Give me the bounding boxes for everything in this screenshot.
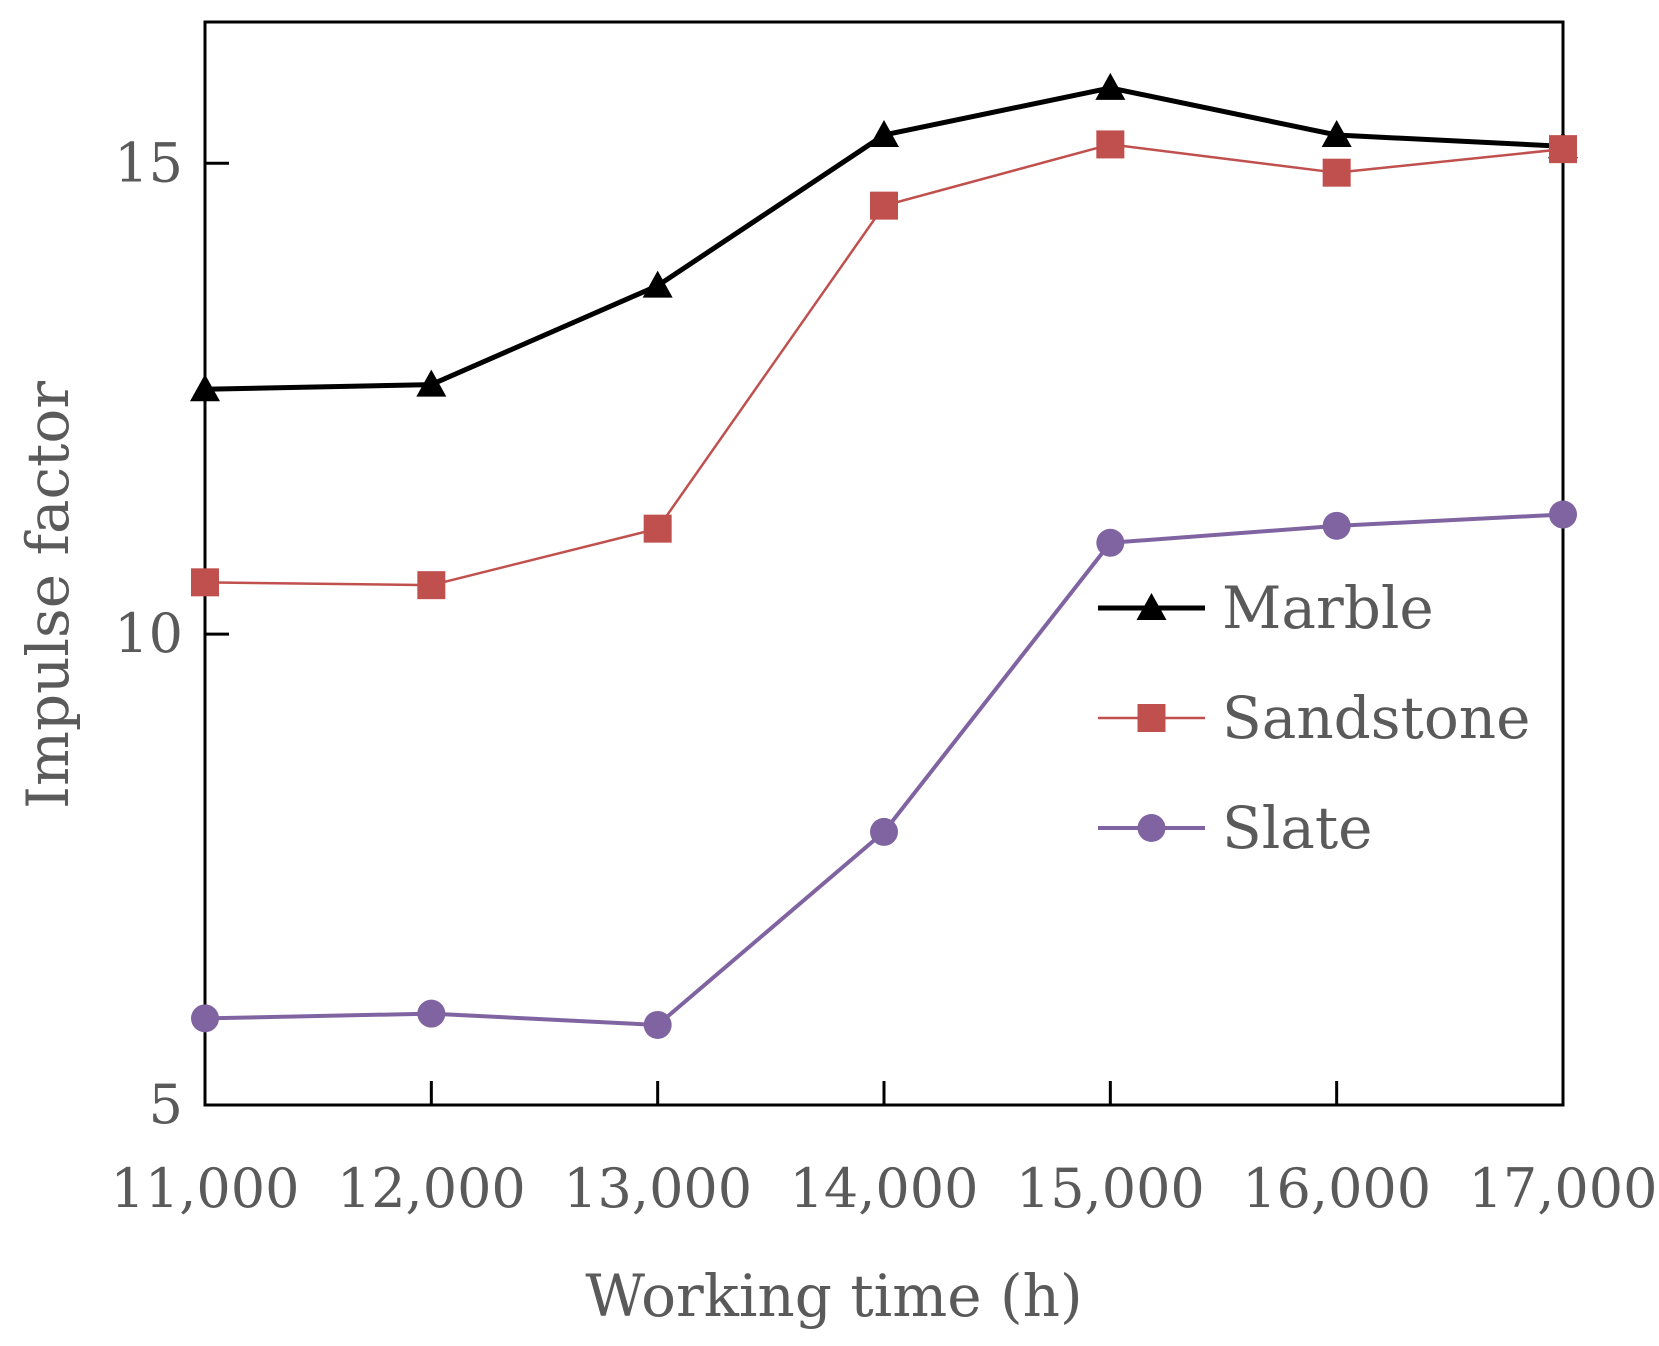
data-point-marble <box>1095 72 1126 100</box>
x-tick-label: 13,000 <box>563 1157 752 1220</box>
data-point-sandstone <box>191 568 219 597</box>
data-point-slate <box>1096 528 1125 557</box>
data-point-slate <box>870 817 898 846</box>
data-point-sandstone <box>1322 158 1351 187</box>
data-point-sandstone <box>870 191 898 220</box>
data-point-sandstone <box>417 571 446 600</box>
legend-label-sandstone: Sandstone <box>1222 684 1530 752</box>
data-point-sandstone <box>643 514 672 543</box>
data-point-sandstone <box>1549 135 1577 164</box>
x-tick-label: 16,000 <box>1242 1157 1431 1220</box>
x-tick-label: 12,000 <box>337 1157 526 1220</box>
legend-marker-sandstone <box>1137 704 1166 732</box>
data-point-marble <box>416 369 447 397</box>
y-tick-label: 10 <box>114 602 183 665</box>
data-point-marble <box>190 374 220 402</box>
y-tick-label: 5 <box>149 1073 183 1136</box>
legend-label-slate: Slate <box>1222 794 1373 862</box>
x-axis-title: Working time (h) <box>585 1262 1082 1330</box>
data-point-marble <box>1321 120 1352 148</box>
plot-frame <box>203 20 1565 1107</box>
legend-marker-slate <box>1137 814 1166 842</box>
y-axis-title: Impulse factor <box>14 381 82 809</box>
data-point-slate <box>1322 511 1351 540</box>
data-point-marble <box>642 270 673 298</box>
x-tick-label: 11,000 <box>111 1157 300 1220</box>
legend-label-marble: Marble <box>1222 574 1434 642</box>
x-tick-label: 17,000 <box>1469 1157 1658 1220</box>
data-point-slate <box>417 999 446 1028</box>
data-point-slate <box>1549 500 1577 529</box>
y-tick-label: 15 <box>114 131 183 194</box>
data-point-slate <box>643 1010 672 1039</box>
x-tick-label: 14,000 <box>790 1157 979 1220</box>
x-tick-label: 15,000 <box>1016 1157 1205 1220</box>
data-point-sandstone <box>1096 130 1125 159</box>
data-point-marble <box>869 120 899 148</box>
legend-marker-marble <box>1136 593 1167 620</box>
data-point-slate <box>191 1004 219 1033</box>
